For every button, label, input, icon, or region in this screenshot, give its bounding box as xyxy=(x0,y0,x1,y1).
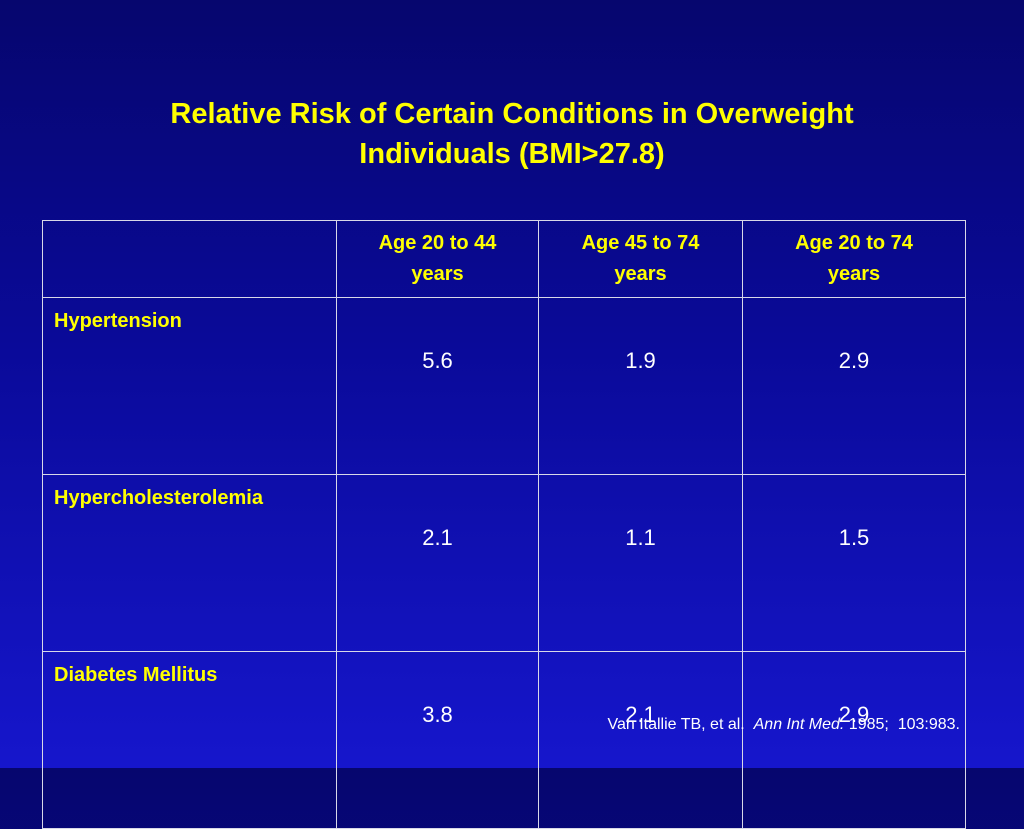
slide-title-line-1: Relative Risk of Certain Conditions in O… xyxy=(170,98,854,130)
column-header-age-20-44: Age 20 to 44 years xyxy=(336,220,539,298)
citation-journal: Ann Int Med. xyxy=(753,716,845,733)
row-label-hypertension: Hypertension xyxy=(42,297,337,475)
citation-details: 1985; 103:983. xyxy=(844,716,960,733)
column-header-age-20-74: Age 20 to 74 years xyxy=(742,220,966,298)
citation-authors: Van Itallie TB, et al. xyxy=(607,716,754,733)
column-header-label: Age 20 to 74 years xyxy=(795,232,913,285)
row-label-diabetes-mellitus: Diabetes Mellitus xyxy=(42,651,337,829)
table-cell: 2.1 xyxy=(538,651,743,829)
slide-title-line-2: Individuals (BMI>27.8) xyxy=(359,138,665,170)
table-row-hypercholesterolemia: Hypercholesterolemia 2.1 1.1 1.5 xyxy=(42,474,966,652)
column-header-label: Age 20 to 44 years xyxy=(378,232,497,285)
table-cell: 5.6 xyxy=(336,297,539,475)
row-label-hypercholesterolemia: Hypercholesterolemia xyxy=(42,474,337,652)
table-cell: 2.1 xyxy=(336,474,539,652)
table-row-hypertension: Hypertension 5.6 1.9 2.9 xyxy=(42,297,966,475)
table-cell: 2.9 xyxy=(742,297,966,475)
table-corner-cell xyxy=(42,220,337,298)
table-cell: 3.8 xyxy=(336,651,539,829)
citation: Van Itallie TB, et al. Ann Int Med. 1985… xyxy=(607,716,960,734)
table-cell: 1.1 xyxy=(538,474,743,652)
slide-title: Relative Risk of Certain Conditions in O… xyxy=(0,94,1024,174)
relative-risk-table: Age 20 to 44 years Age 45 to 74 years Ag… xyxy=(42,220,966,829)
table-header-row: Age 20 to 44 years Age 45 to 74 years Ag… xyxy=(42,220,966,298)
table-cell: 1.5 xyxy=(742,474,966,652)
table-cell: 1.9 xyxy=(538,297,743,475)
table-cell: 2.9 xyxy=(742,651,966,829)
column-header-label: Age 45 to 74 years xyxy=(581,232,700,285)
column-header-age-45-74: Age 45 to 74 years xyxy=(538,220,743,298)
table-row-diabetes-mellitus: Diabetes Mellitus 3.8 2.1 2.9 xyxy=(42,651,966,829)
